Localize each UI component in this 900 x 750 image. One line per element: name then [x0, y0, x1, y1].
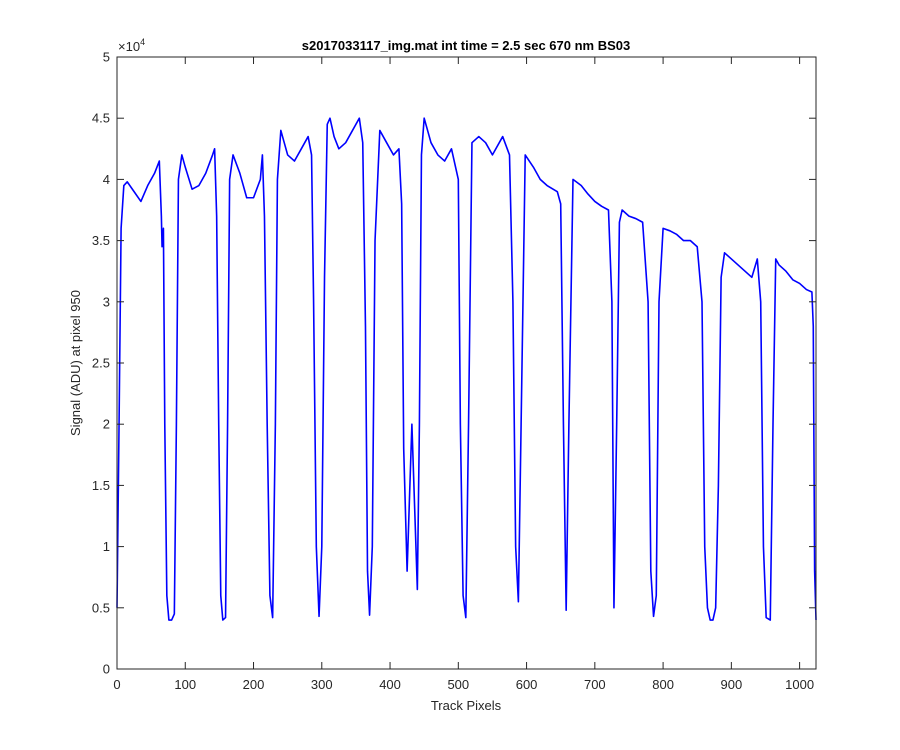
y-tick-label: 0: [103, 662, 110, 677]
y-tick-label: 4.5: [92, 111, 110, 126]
y-axis-title: Signal (ADU) at pixel 950: [68, 290, 83, 436]
series-layer: [116, 117, 817, 621]
y-tick-label: 0.5: [92, 600, 110, 615]
y-tick-label: 1.5: [92, 478, 110, 493]
y-tick-label: 5: [103, 50, 110, 65]
x-tick-label: 0: [113, 677, 120, 692]
y-axis-exponent-power: 4: [140, 37, 145, 47]
y-tick-label: 1: [103, 539, 110, 554]
x-tick-label: 200: [243, 677, 265, 692]
y-axis-exponent-base: ×10: [118, 39, 140, 54]
y-axis-ticks: 0 0.5 1 1.5 2 2.5 3 3.5 4 4.5 5: [92, 50, 816, 677]
x-tick-label: 800: [652, 677, 674, 692]
y-tick-label: 2.5: [92, 356, 110, 371]
x-tick-label: 700: [584, 677, 606, 692]
x-tick-label: 900: [721, 677, 743, 692]
y-tick-label: 2: [103, 417, 110, 432]
series-line-signal: [116, 117, 817, 621]
x-tick-label: 500: [447, 677, 469, 692]
chart-title: s2017033117_img.mat int time = 2.5 sec 6…: [302, 38, 630, 53]
x-tick-label: 400: [379, 677, 401, 692]
y-tick-label: 3.5: [92, 233, 110, 248]
x-tick-label: 600: [516, 677, 538, 692]
y-axis-exponent: ×104: [118, 37, 145, 54]
x-tick-label: 300: [311, 677, 333, 692]
x-axis-ticks: 0 100 200 300 400 500 600 700 800 900 1000: [113, 57, 814, 692]
x-axis-title: Track Pixels: [431, 698, 502, 713]
x-tick-label: 100: [174, 677, 196, 692]
x-tick-label: 1000: [785, 677, 814, 692]
y-tick-label: 4: [103, 172, 110, 187]
y-tick-label: 3: [103, 294, 110, 309]
